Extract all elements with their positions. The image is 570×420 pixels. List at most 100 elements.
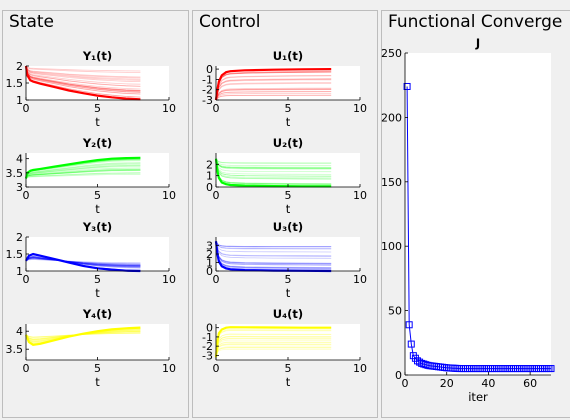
u2-plot-area <box>216 153 360 187</box>
u4-iterate-trace <box>215 344 332 358</box>
y1-iterate-trace <box>25 65 141 72</box>
j-point <box>407 340 415 348</box>
y1-y-tick-label: 2 <box>16 60 23 73</box>
u3-x-label: t <box>286 286 291 300</box>
j-x-tick-label: 60 <box>523 377 537 390</box>
u1-title: U₁(t) <box>273 49 303 63</box>
y1-iterate-trace <box>25 65 141 93</box>
u1-iterate-trace <box>215 88 332 101</box>
y2-iterate-trace <box>25 173 141 179</box>
j-x-tick-label: 40 <box>481 377 495 390</box>
u2-chart: U₂(t) 012 0 5 10 t <box>206 136 367 216</box>
y2-iterate-trace <box>25 170 141 179</box>
u4-x-tick-label: 5 <box>285 362 292 375</box>
j-y-tick-label: 200 <box>381 111 402 124</box>
u1-x-tick-label: 5 <box>285 102 292 115</box>
u2-x-tick-label: 5 <box>285 189 292 202</box>
y3-y-tick-label: 1.5 <box>6 248 24 261</box>
y4-x-label: t <box>95 375 100 389</box>
y2-iterate-trace <box>25 169 141 179</box>
u2-x-tick-label: 10 <box>353 189 367 202</box>
y1-iterate-trace <box>25 65 141 73</box>
state-panel-title: State <box>7 12 56 32</box>
j-y-tick-label: 150 <box>381 176 402 189</box>
y3-y-tick-label: 1 <box>16 265 23 278</box>
y1-iterate-trace <box>25 65 141 78</box>
u1-series-line <box>214 68 332 101</box>
u2-iterate-trace <box>215 158 332 175</box>
u1-iterate-trace <box>215 91 332 101</box>
y1-y-tick-label: 1 <box>16 94 23 107</box>
y2-y-tick-label: 3 <box>16 181 23 194</box>
y2-series-line <box>24 156 141 179</box>
y4-iterate-trace <box>25 332 141 338</box>
y3-title: Y₃(t) <box>82 220 112 234</box>
y1-iterate-trace <box>25 65 141 85</box>
y1-iterate-trace <box>25 65 141 91</box>
y2-iterate-trace <box>25 166 141 179</box>
y3-x-tick-label: 5 <box>94 273 101 286</box>
u2-title: U₂(t) <box>273 136 303 150</box>
y2-iterate-trace <box>25 169 141 179</box>
y4-title: Y₄(t) <box>82 307 112 321</box>
u3-y-tick-label: 0 <box>206 265 213 278</box>
y1-iterate-trace <box>25 65 141 87</box>
y1-x-tick-label: 10 <box>162 102 176 115</box>
u3-title: U₃(t) <box>273 220 303 234</box>
u2-iterate-trace <box>215 158 332 164</box>
y2-chart: Y₂(t) 33.54 0 5 10 t <box>6 136 177 216</box>
u4-y-tick-label: -1 <box>202 331 213 344</box>
u4-iterate-trace <box>215 343 332 358</box>
y1-iterate-trace <box>25 65 141 95</box>
y3-y-tick-label: 2 <box>16 231 23 244</box>
u3-iterate-trace <box>215 241 332 247</box>
y1-iterate-trace <box>25 65 141 92</box>
u1-chart: U₁(t)-3-2-100 5 10t <box>202 49 367 129</box>
u4-y-tick-label: -3 <box>202 349 213 362</box>
j-point <box>403 82 411 90</box>
y2-y-tick-label: 4 <box>16 153 23 166</box>
y1-iterate-trace <box>25 65 141 92</box>
j-y-tick-label: 250 <box>381 47 402 60</box>
u4-iterate-trace <box>215 341 332 358</box>
y1-iterate-trace <box>25 65 141 93</box>
y2-iterate-trace <box>25 172 141 179</box>
u2-iterate-trace <box>215 158 332 164</box>
u3-iterate-trace <box>215 241 332 257</box>
u1-iterate-trace <box>215 87 332 101</box>
convergence-panel-title: Functional Converge <box>386 12 565 32</box>
j-chart: J 0 50 100 150 200 250 0 20 40 60 iter <box>381 36 555 404</box>
y4-y-tick-label: 3.5 <box>6 343 24 356</box>
u1-x-tick-label: 10 <box>353 102 367 115</box>
u4-iterate-trace <box>215 347 332 358</box>
u1-y-tick-label: -3 <box>202 94 213 107</box>
y3-x-tick-label: 0 <box>23 273 30 286</box>
y2-iterate-trace <box>25 162 141 179</box>
u3-x-tick-label: 0 <box>213 273 220 286</box>
u1-x-label: t <box>286 115 291 129</box>
y1-iterate-trace <box>25 65 141 87</box>
y3-chart: Y₃(t) 1 1.5 2 0 5 10 t <box>6 220 177 300</box>
y1-iterate-trace <box>25 65 141 82</box>
u2-iterate-trace <box>215 158 332 173</box>
y3-x-label: t <box>95 286 100 300</box>
u3-y-tick-label: 1 <box>206 257 213 270</box>
u3-iterate-trace <box>215 241 332 253</box>
u1-y-tick-label: -2 <box>202 84 213 97</box>
j-x-label: iter <box>468 390 488 404</box>
y2-title: Y₂(t) <box>82 136 112 150</box>
j-x-tick-label: 20 <box>440 377 454 390</box>
u1-iterate-trace <box>215 91 332 101</box>
y1-iterate-trace <box>25 65 141 91</box>
y2-plot-area <box>26 153 169 187</box>
u4-y-tick-label: -2 <box>202 340 213 353</box>
y1-iterate-trace <box>25 65 141 81</box>
y1-chart: Y₁(t) 1 1.5 2 0 5 10 t <box>6 49 177 129</box>
u2-y-tick-label: 0 <box>206 181 213 194</box>
u3-x-tick-label: 10 <box>353 273 367 286</box>
y4-iterate-trace <box>25 332 141 339</box>
u2-y-tick-label: 1 <box>206 170 213 183</box>
j-y-tick-label: 50 <box>388 305 402 318</box>
y2-iterate-trace <box>25 164 141 179</box>
